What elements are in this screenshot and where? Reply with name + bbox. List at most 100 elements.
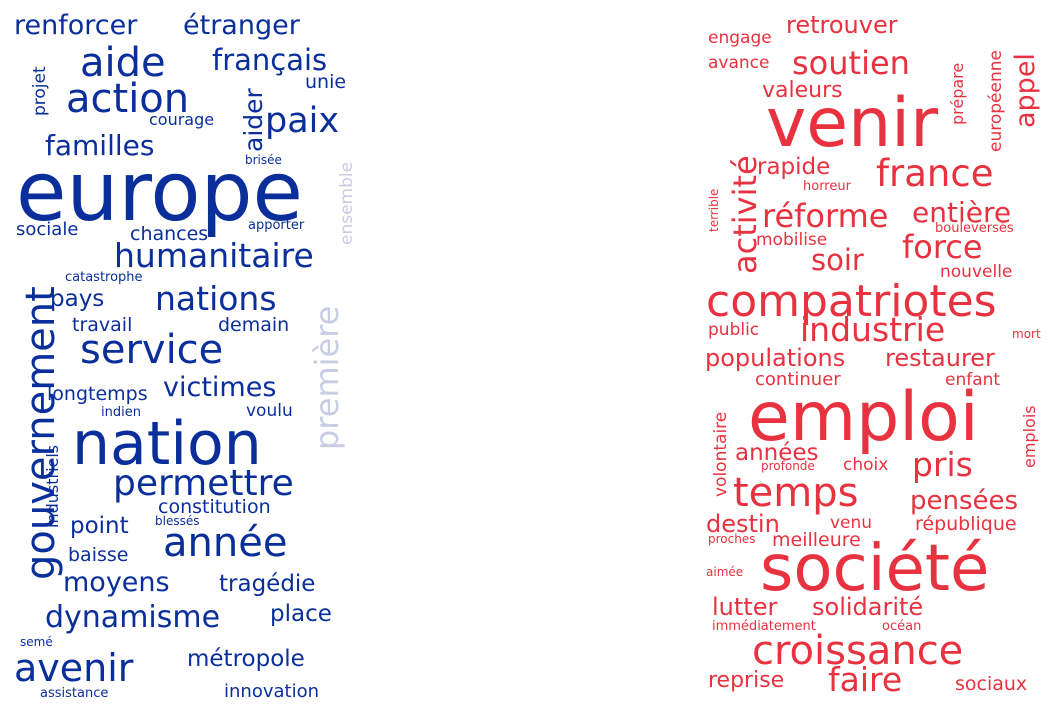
word: unie [305,71,346,93]
word: restaurer [885,344,995,372]
word: volontaire [711,412,731,497]
word: enfant [945,370,1000,390]
word: travail [72,314,132,336]
word: permettre [113,463,294,504]
word: terrible [707,189,721,232]
word: étranger [183,10,301,41]
word: horreur [803,179,852,194]
word: croissance [752,628,963,674]
word: compatriotes [706,276,997,327]
word: solidarité [812,593,923,621]
word: aider [239,87,268,152]
word: faire [828,660,902,699]
word: retrouver [786,11,898,39]
word: nouvelle [940,262,1012,282]
word: première [308,306,346,450]
word: activité [726,155,764,274]
word: constitution [158,496,271,518]
word: courage [149,110,214,129]
word: bouleversés [935,221,1014,236]
word: mort [1012,327,1041,341]
word: place [270,601,332,627]
word: soir [811,243,864,277]
word: industriels [43,445,62,528]
word: victimes [163,372,276,403]
word: assistance [40,686,108,701]
word: prépare [948,63,967,125]
word: france [876,152,993,195]
word: appel [1010,53,1041,128]
word: humanitaire [114,236,314,275]
word: populations [705,344,845,372]
word: océan [882,619,921,634]
word: action [66,76,189,122]
word: projet [30,66,50,116]
word: français [212,43,327,77]
word: longtemps [47,383,148,405]
word: emplois [1020,405,1039,468]
word: engage [708,28,772,48]
word: avance [708,53,769,73]
word: indien [101,405,141,420]
word: tragédie [219,571,315,597]
word: force [902,228,983,266]
word: proches [708,532,755,546]
word: aide [80,40,166,86]
word: société [760,532,989,606]
word: avenir [14,646,134,690]
word: emploi [748,378,979,457]
word: soutien [792,44,910,82]
word: temps [733,470,859,516]
word: années [735,440,819,466]
word: gouvernement [18,286,64,580]
word: renforcer [14,10,138,41]
word: entière [912,196,1011,229]
word: point [70,513,129,539]
word: ensemble [337,162,357,245]
word: pensées [910,486,1018,516]
word: profonde [761,459,815,473]
word: reprise [708,668,784,693]
word: valeurs [762,78,843,103]
word: lutter [712,593,777,621]
word: europe [16,145,303,240]
word: dynamisme [45,600,220,635]
word: meilleure [772,529,861,551]
word: public [708,320,759,340]
word: mobilise [756,230,827,250]
word: baisse [68,544,128,566]
word: nations [155,279,277,318]
word: brisée [245,153,282,167]
word: sociaux [955,673,1027,695]
word: pris [912,445,973,484]
word: république [915,513,1017,535]
word: catastrophe [65,270,143,285]
word: paix [265,101,339,141]
word: blessés [155,514,199,528]
word: apporter [248,218,305,233]
word: industrie [800,310,945,349]
word: métropole [187,646,305,672]
word: voulu [246,401,293,421]
word: rapide [757,154,830,180]
word: service [80,327,223,373]
word: aimée [706,565,743,579]
word: moyens [63,567,170,598]
word: demain [218,314,289,336]
word: innovation [224,681,319,702]
word: pays [50,286,104,312]
word: familles [45,129,154,162]
word: réforme [762,197,888,235]
word: chances [130,223,208,245]
word: nation [72,409,262,479]
word: semé [20,635,53,649]
word: continuer [755,369,841,390]
word: venir [766,84,938,163]
word: immédiatement [712,619,816,634]
word: destin [706,510,780,538]
word: année [163,520,287,566]
word: choix [843,455,888,475]
word: venu [830,513,872,533]
